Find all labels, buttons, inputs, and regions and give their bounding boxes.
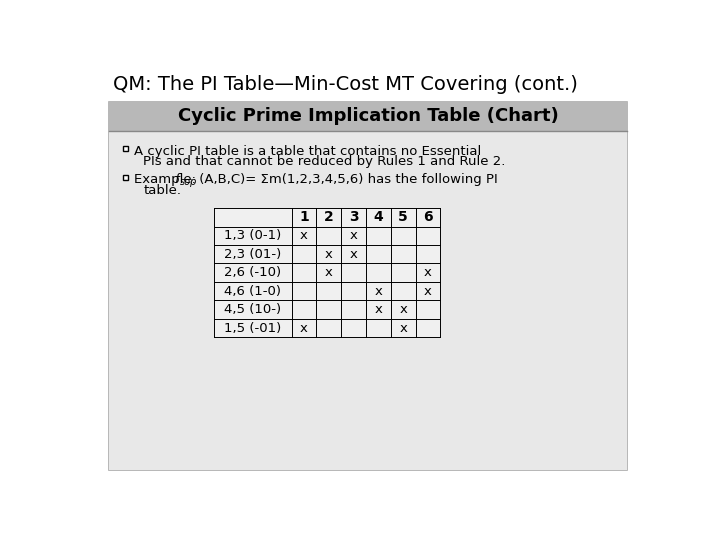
Text: x: x: [424, 266, 432, 279]
Text: x: x: [300, 230, 308, 242]
Text: 2,3 (01-): 2,3 (01-): [224, 248, 282, 261]
Text: PIs and that cannot be reduced by Rules 1 and Rule 2.: PIs and that cannot be reduced by Rules …: [143, 156, 506, 168]
Text: 3: 3: [348, 210, 359, 224]
Text: 4,6 (1-0): 4,6 (1-0): [224, 285, 282, 298]
Text: 1,3 (0-1): 1,3 (0-1): [224, 230, 282, 242]
Text: 6: 6: [423, 210, 433, 224]
Bar: [123, 146, 128, 151]
Bar: [109, 131, 627, 470]
Bar: [214, 208, 441, 338]
Text: 4: 4: [374, 210, 383, 224]
Text: sop: sop: [180, 177, 197, 187]
Bar: [123, 175, 128, 179]
Text: x: x: [399, 303, 407, 316]
Text: f: f: [174, 173, 179, 186]
Text: 4,5 (10-): 4,5 (10-): [224, 303, 282, 316]
Text: x: x: [424, 285, 432, 298]
Bar: [109, 102, 627, 470]
Text: x: x: [374, 285, 382, 298]
Text: Cyclic Prime Implication Table (Chart): Cyclic Prime Implication Table (Chart): [178, 107, 559, 125]
Text: QM: The PI Table—Min-Cost MT Covering (cont.): QM: The PI Table—Min-Cost MT Covering (c…: [113, 75, 578, 93]
Text: x: x: [374, 303, 382, 316]
Text: Example:: Example:: [134, 173, 200, 186]
Text: (A,B,C)= Σm(1,2,3,4,5,6) has the following PI: (A,B,C)= Σm(1,2,3,4,5,6) has the followi…: [194, 173, 498, 186]
Text: x: x: [325, 248, 333, 261]
Text: A cyclic PI table is a table that contains no Essential: A cyclic PI table is a table that contai…: [134, 145, 482, 158]
Text: table.: table.: [143, 184, 181, 197]
Text: 5: 5: [398, 210, 408, 224]
Text: x: x: [399, 322, 407, 335]
Text: 2,6 (-10): 2,6 (-10): [224, 266, 282, 279]
Text: x: x: [350, 248, 357, 261]
Text: 1: 1: [299, 210, 309, 224]
Text: x: x: [350, 230, 357, 242]
Bar: [109, 102, 627, 131]
Text: x: x: [300, 322, 308, 335]
Text: 1,5 (-01): 1,5 (-01): [224, 322, 282, 335]
Text: x: x: [325, 266, 333, 279]
Text: 2: 2: [324, 210, 333, 224]
